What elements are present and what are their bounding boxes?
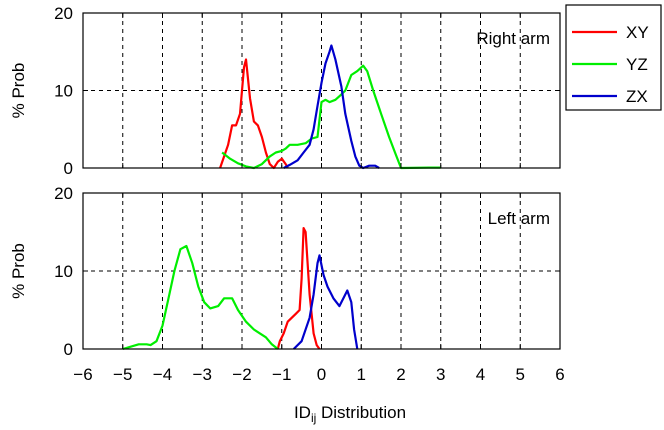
x-tick-label: −1 [272, 365, 291, 384]
x-axis-label-main: ID [294, 403, 311, 422]
y-tick-label: 10 [54, 262, 73, 281]
y-tick-label: 0 [64, 159, 73, 178]
panel-1: 0 10 20 % Prob Left arm [9, 184, 561, 359]
x-tick-label: −5 [113, 365, 132, 384]
x-tick-label: 3 [436, 365, 445, 384]
series-line-xy [219, 58, 289, 170]
x-tick-label: 4 [476, 365, 485, 384]
panel-label: Right arm [476, 29, 550, 48]
y-tick-label: 10 [54, 82, 73, 101]
y-tick-label: 0 [64, 340, 73, 359]
x-axis-label-sub: ij [311, 411, 316, 425]
series-line-zx [283, 44, 380, 170]
series-line-yz [122, 244, 279, 351]
series-line-zx [292, 254, 359, 350]
x-tick-label: 1 [357, 365, 366, 384]
x-tick-label: 2 [396, 365, 405, 384]
x-tick-label: 0 [317, 365, 326, 384]
y-axis-label: % Prob [9, 243, 28, 299]
series-line-xy [276, 227, 321, 350]
x-axis-label-rest: Distribution [316, 403, 406, 422]
x-tick-label: −3 [193, 365, 212, 384]
panel-label: Left arm [488, 209, 550, 228]
legend-label-yz: YZ [626, 55, 648, 74]
legend-label-xy: XY [626, 23, 649, 42]
x-axis-label: IDij Distribution [294, 403, 406, 425]
y-tick-label: 20 [54, 4, 73, 23]
x-tick-label: −2 [232, 365, 251, 384]
series-line-yz [221, 64, 441, 170]
legend-label-zx: ZX [626, 87, 648, 106]
x-tick-label: 6 [555, 365, 564, 384]
panel-0: 0 10 20 % Prob Right arm [9, 4, 561, 178]
y-axis-label: % Prob [9, 63, 28, 119]
legend: XY YZ ZX [565, 4, 662, 111]
x-tick-label: −4 [153, 365, 172, 384]
x-tick-label: −6 [73, 365, 92, 384]
y-tick-label: 20 [54, 184, 73, 203]
x-tick-label: 5 [516, 365, 525, 384]
legend-box [565, 4, 662, 111]
